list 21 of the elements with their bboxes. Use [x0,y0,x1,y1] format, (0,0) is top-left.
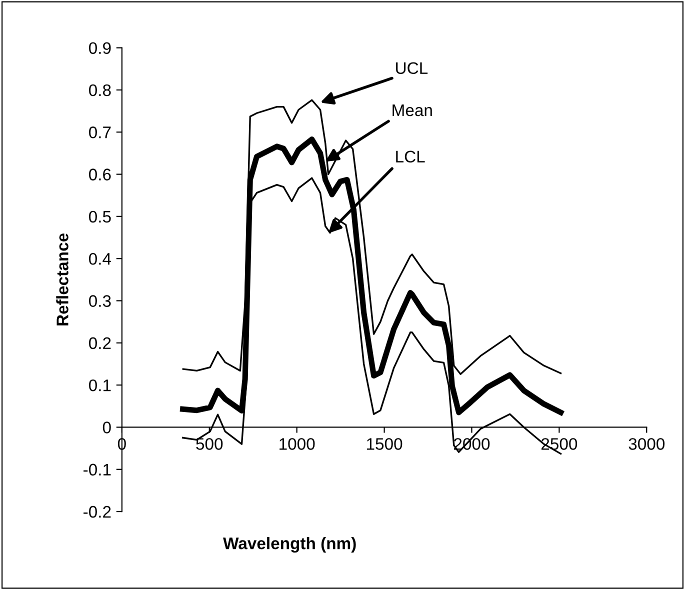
y-tick-label: 0.3 [89,295,111,307]
annotation: LCL [396,150,425,163]
y-axis-title: Reflectance [56,233,68,326]
x-tick-label: 1000 [280,438,315,450]
y-tick-label: 0.9 [89,42,111,54]
x-tick-label: 500 [196,438,223,450]
x-tick-label: 3000 [628,438,665,450]
y-tick-label: -0.2 [84,506,111,518]
annotation: Mean [392,104,432,116]
x-tick-label: 1500 [367,438,402,450]
y-tick-label: 0 [102,422,111,434]
annotation: UCL [396,62,428,74]
y-tick-label: 0.6 [89,168,111,180]
y-tick-label: -0.1 [84,464,111,476]
x-axis-title: Wavelength (nm) [223,537,356,553]
y-tick-label: 0.8 [89,84,111,96]
y-tick-label: 0.4 [89,252,112,265]
y-tick-label: 0.1 [89,379,111,392]
y-tick-label: 0.7 [89,126,111,138]
y-tick-label: 0.2 [89,337,111,350]
y-tick-label: 0.5 [89,210,111,223]
